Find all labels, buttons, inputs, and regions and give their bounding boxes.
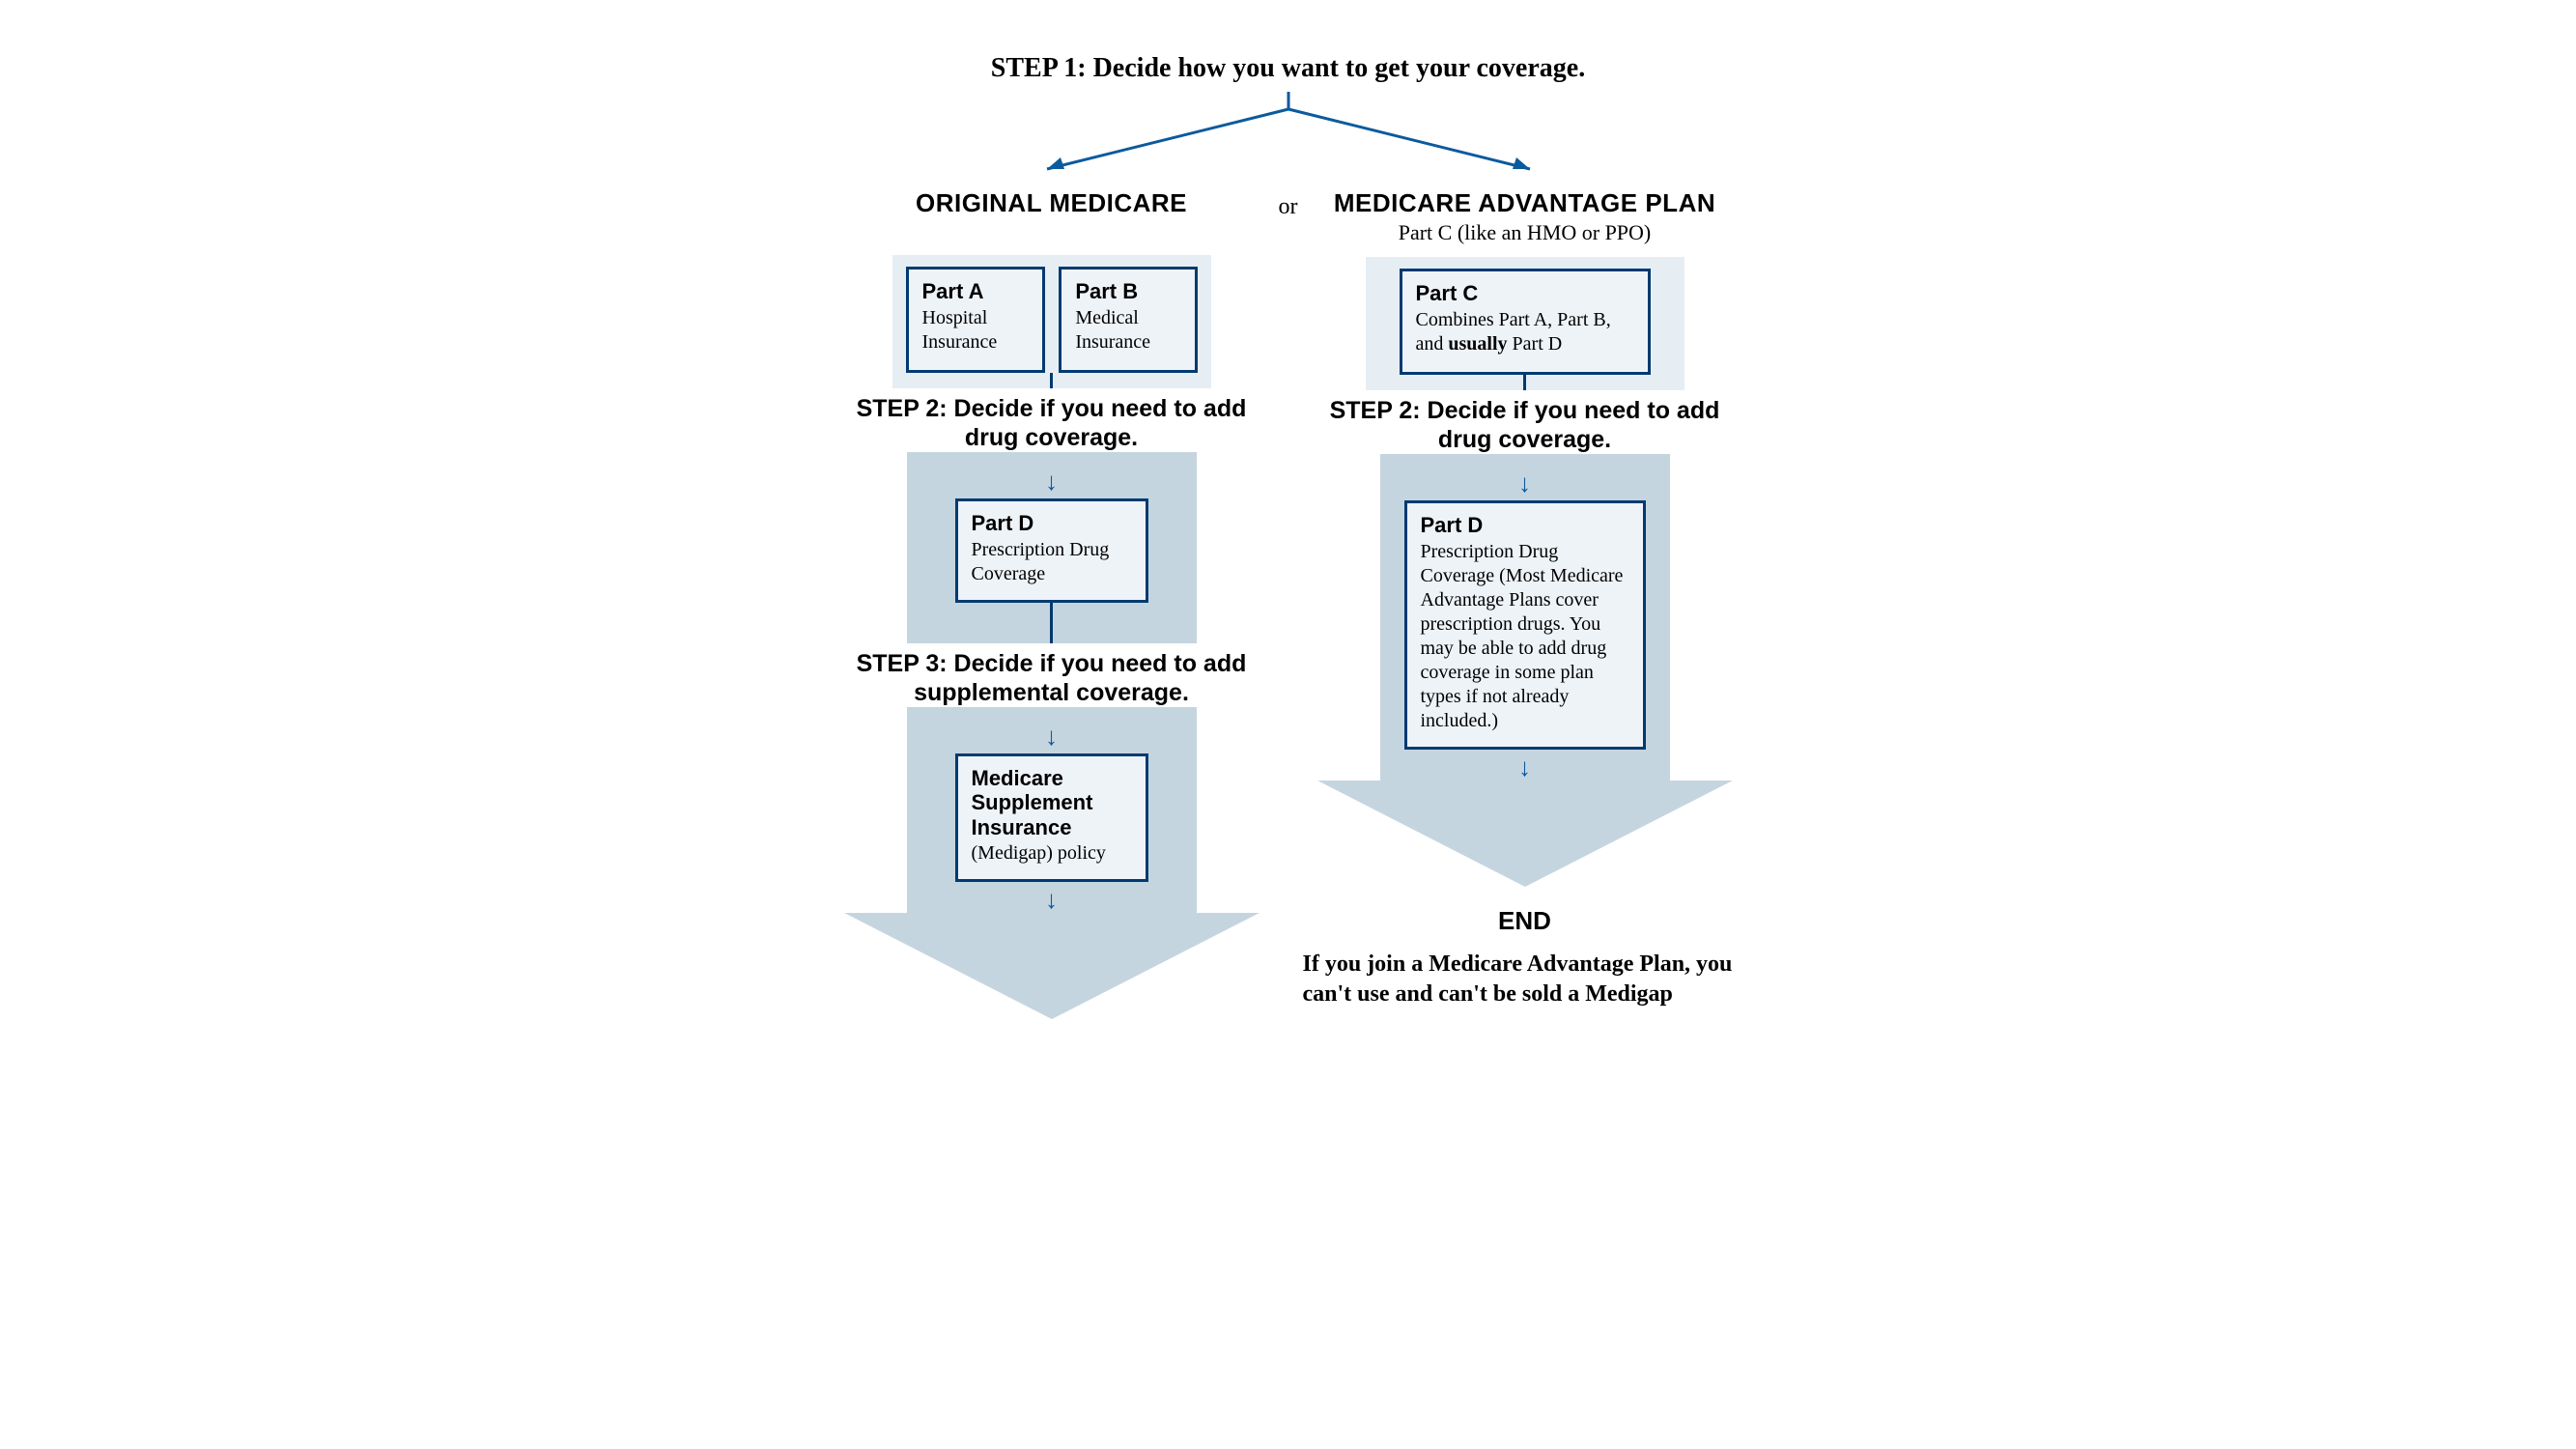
partAB-row: Part A Hospital Insurance Part B Medical… [906, 267, 1198, 373]
partA-box: Part A Hospital Insurance [906, 267, 1046, 373]
connector-line [1523, 375, 1526, 390]
left-partD-desc: Prescription Drug Coverage [972, 538, 1132, 586]
or-label: or [1260, 188, 1317, 220]
left-partD-box: Part D Prescription Drug Coverage [955, 498, 1148, 603]
down-arrow-icon: ↓ [1045, 469, 1058, 495]
left-step2-label: STEP 2: Decide if you need to add drug c… [844, 394, 1260, 452]
arrow-head-icon [844, 913, 1260, 1019]
down-arrow-icon: ↓ [1045, 724, 1058, 750]
partA-title: Part A [922, 279, 1030, 304]
partC-box: Part C Combines Part A, Part B, and usua… [1400, 269, 1651, 375]
left-panel-1: Part A Hospital Insurance Part B Medical… [892, 255, 1211, 388]
partB-desc: Medical Insurance [1075, 306, 1180, 355]
partC-title: Part C [1416, 281, 1634, 306]
left-arrow-1: ↓ Part D Prescription Drug Coverage [844, 452, 1260, 643]
end-note: If you join a Medicare Advantage Plan, y… [1303, 950, 1747, 1009]
connector-line [1050, 373, 1053, 388]
partB-title: Part B [1075, 279, 1180, 304]
partA-desc: Hospital Insurance [922, 306, 1030, 355]
right-heading: MEDICARE ADVANTAGE PLAN [1334, 188, 1715, 218]
partB-box: Part B Medical Insurance [1059, 267, 1197, 373]
down-arrow-icon: ↓ [1518, 755, 1531, 781]
branch-arrows [979, 92, 1598, 188]
partC-desc: Combines Part A, Part B, and usually Par… [1416, 308, 1634, 356]
left-heading: ORIGINAL MEDICARE [916, 188, 1187, 218]
end-label: END [1498, 906, 1551, 936]
medigap-box: Medicare Supplement Insurance (Medigap) … [955, 753, 1148, 882]
down-arrow-icon: ↓ [1045, 888, 1058, 913]
right-partD-title: Part D [1421, 513, 1629, 538]
down-arrow-icon: ↓ [1518, 471, 1531, 497]
right-arrow-1: ↓ Part D Prescription Drug Coverage (Mos… [1317, 454, 1733, 887]
left-step3-label: STEP 3: Decide if you need to add supple… [844, 649, 1260, 707]
right-partD-box: Part D Prescription Drug Coverage (Most … [1404, 500, 1646, 750]
arrow-head-icon [1317, 781, 1733, 887]
right-subheading: Part C (like an HMO or PPO) [1399, 220, 1652, 245]
left-column: ORIGINAL MEDICARE Part A Hospital Insura… [844, 188, 1260, 1019]
columns-wrap: ORIGINAL MEDICARE Part A Hospital Insura… [757, 188, 1820, 1019]
left-partD-title: Part D [972, 511, 1132, 536]
step1-title: STEP 1: Decide how you want to get your … [757, 53, 1820, 84]
right-step2-label: STEP 2: Decide if you need to add drug c… [1317, 396, 1733, 454]
partC-desc-bold: usually [1448, 333, 1507, 355]
right-column: MEDICARE ADVANTAGE PLAN Part C (like an … [1317, 188, 1733, 1009]
partC-row: Part C Combines Part A, Part B, and usua… [1379, 269, 1671, 375]
right-panel-1: Part C Combines Part A, Part B, and usua… [1366, 257, 1684, 390]
partC-desc-post: Part D [1508, 333, 1563, 355]
flowchart-container: STEP 1: Decide how you want to get your … [757, 53, 1820, 1019]
right-partD-desc: Prescription Drug Coverage (Most Medicar… [1421, 540, 1629, 733]
medigap-desc: (Medigap) policy [972, 841, 1132, 866]
left-arrow-2: ↓ Medicare Supplement Insurance (Medigap… [844, 707, 1260, 1019]
medigap-title: Medicare Supplement Insurance [972, 766, 1132, 839]
connector-line [1050, 603, 1053, 643]
